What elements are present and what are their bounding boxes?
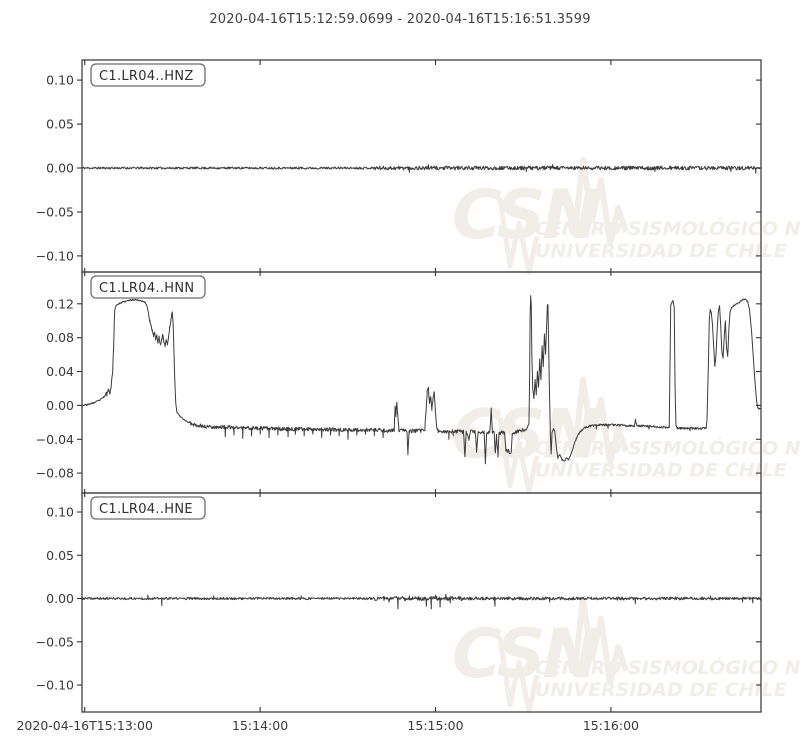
watermark-line2: UNIVERSIDAD DE CHILE <box>535 460 787 482</box>
channel-label: C1.LR04..HNZ <box>99 69 194 84</box>
y-tick-label: 0.10 <box>46 73 74 88</box>
channel-label: C1.LR04..HNE <box>99 502 193 517</box>
y-tick-label: 0.00 <box>46 398 74 413</box>
channel-label-box <box>90 275 206 299</box>
watermark-line1: CENTRO SISMOLÓGICO NACIONAL <box>535 655 800 679</box>
x-tick-label: 15:15:00 <box>407 718 463 733</box>
seismic-wave-icon <box>572 376 629 467</box>
seismic-wave-icon <box>497 197 540 275</box>
channel-label-box <box>90 496 206 520</box>
channel-label: C1.LR04..HNN <box>99 281 194 296</box>
x-tick-label: 2020-04-16T15:13:00 <box>16 718 152 733</box>
y-tick-label: 0.04 <box>46 364 74 379</box>
y-tick-label: −0.10 <box>36 678 74 693</box>
x-tick-label: 15:16:00 <box>583 718 639 733</box>
y-tick-label: −0.08 <box>36 466 74 481</box>
waveform-hne <box>81 593 762 610</box>
watermark-line2: UNIVERSIDAD DE CHILE <box>535 240 787 262</box>
seismic-wave-icon <box>497 636 540 714</box>
watermark-line1: CENTRO SISMOLÓGICO NACIONAL <box>535 216 800 240</box>
x-tick-label: 15:14:00 <box>232 718 288 733</box>
y-tick-label: 0.05 <box>46 117 74 132</box>
y-tick-label: −0.05 <box>36 634 74 649</box>
y-tick-label: −0.10 <box>36 248 74 263</box>
y-tick-label: 0.00 <box>46 591 74 606</box>
seismic-wave-icon <box>572 157 629 248</box>
y-tick-label: 0.00 <box>46 161 74 176</box>
watermark-line1: CENTRO SISMOLÓGICO NACIONAL <box>535 436 800 460</box>
y-tick-label: −0.04 <box>36 432 74 447</box>
seismic-wave-icon <box>497 417 540 495</box>
waveform-hnn <box>81 295 762 465</box>
y-tick-label: 0.12 <box>46 296 74 311</box>
y-tick-label: 0.10 <box>46 505 74 520</box>
y-tick-label: 0.08 <box>46 330 74 345</box>
channel-label-box <box>90 63 206 87</box>
y-tick-label: 0.05 <box>46 548 74 563</box>
y-tick-label: −0.05 <box>36 205 74 220</box>
waveform-hnz <box>81 164 762 174</box>
panel-frame <box>81 492 762 713</box>
figure-title: 2020-04-16T15:12:59.0699 - 2020-04-16T15… <box>209 12 591 27</box>
watermark-line2: UNIVERSIDAD DE CHILE <box>535 679 787 701</box>
